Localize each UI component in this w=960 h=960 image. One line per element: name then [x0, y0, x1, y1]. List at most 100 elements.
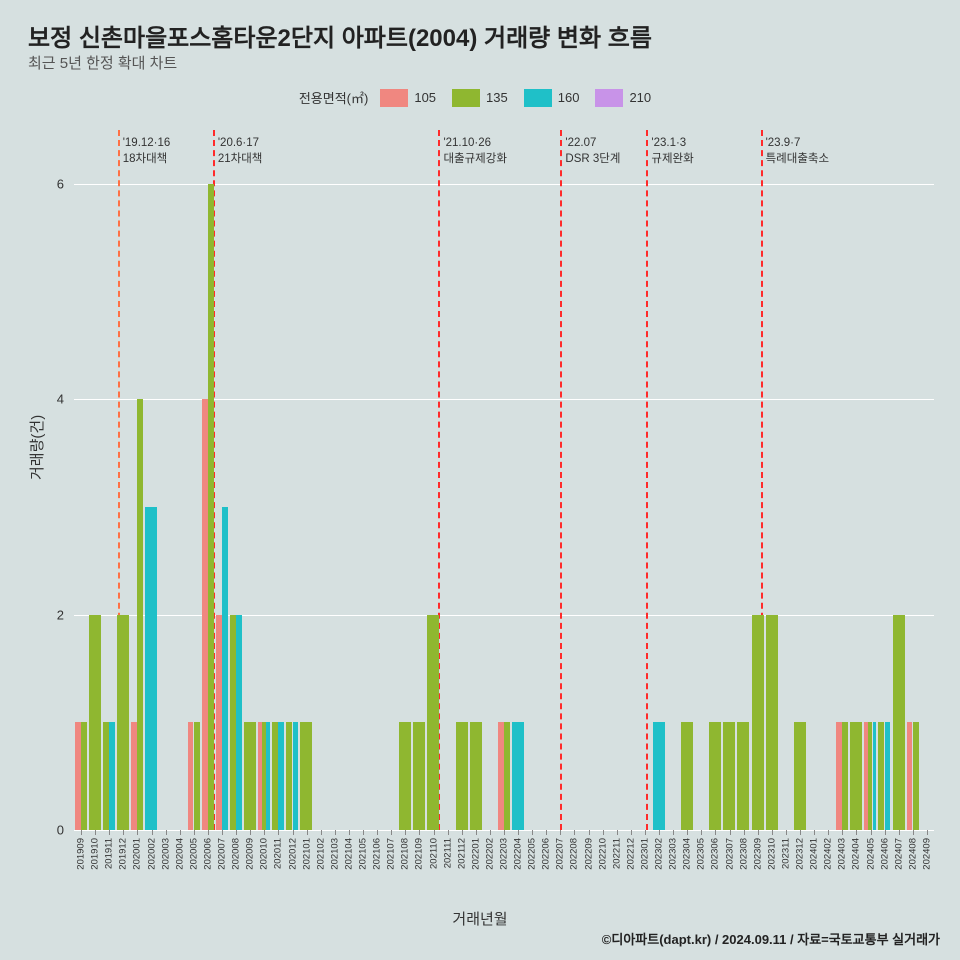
x-tick-mark: [786, 830, 787, 835]
bar: [293, 722, 299, 830]
bar: [208, 184, 214, 830]
x-tick-mark: [462, 830, 463, 835]
x-tick-mark: [828, 830, 829, 835]
x-tick-mark: [574, 830, 575, 835]
legend-swatch: [380, 89, 408, 107]
x-tick-label: 202203: [499, 838, 510, 870]
x-tick-label: 202406: [879, 838, 890, 870]
bar: [216, 615, 222, 830]
event-label: '20.6·1721차대책: [218, 136, 263, 167]
bar: [109, 722, 115, 830]
x-tick-label: 202001: [132, 838, 143, 870]
bar: [188, 722, 194, 830]
x-tick-label: 202009: [245, 838, 256, 870]
bar: [222, 507, 228, 830]
x-tick-mark: [180, 830, 181, 835]
x-tick-label: 201910: [90, 838, 101, 870]
x-tick-mark: [645, 830, 646, 835]
x-tick-label: 202207: [555, 838, 566, 870]
x-tick-mark: [321, 830, 322, 835]
bar: [413, 722, 425, 830]
x-tick-mark: [194, 830, 195, 835]
x-tick-mark: [405, 830, 406, 835]
bar: [709, 722, 721, 830]
x-tick-mark: [603, 830, 604, 835]
bar: [236, 615, 242, 830]
x-tick-mark: [391, 830, 392, 835]
x-tick-mark: [434, 830, 435, 835]
bar: [752, 615, 764, 830]
x-tick-mark: [617, 830, 618, 835]
x-tick-label: 202109: [414, 838, 425, 870]
x-tick-label: 202202: [484, 838, 495, 870]
x-tick-label: 202004: [174, 838, 185, 870]
bar: [427, 615, 439, 830]
chart-subtitle: 최근 5년 한정 확대 차트: [28, 52, 177, 73]
bar: [117, 615, 129, 830]
event-label: '23.9·7특례대출축소: [766, 136, 829, 167]
x-tick-mark: [476, 830, 477, 835]
legend-label: 105: [414, 90, 436, 105]
x-tick-label: 202306: [710, 838, 721, 870]
bar: [266, 722, 270, 830]
x-tick-label: 202007: [217, 838, 228, 870]
x-tick-mark: [546, 830, 547, 835]
legend: 전용면적(㎡) 105135160210: [0, 88, 960, 107]
x-tick-mark: [560, 830, 561, 835]
bar: [836, 722, 842, 830]
x-tick-mark: [278, 830, 279, 835]
event-label: '23.1·3규제완화: [651, 136, 693, 167]
x-tick-label: 202105: [358, 838, 369, 870]
event-label: '21.10·26대출규제강화: [443, 136, 506, 167]
chart-title: 보정 신촌마을포스홈타운2단지 아파트(2004) 거래량 변화 흐름: [28, 18, 652, 53]
bar: [194, 722, 200, 830]
x-tick-mark: [927, 830, 928, 835]
x-tick-mark: [349, 830, 350, 835]
x-tick-label: 202403: [837, 838, 848, 870]
x-tick-mark: [448, 830, 449, 835]
event-line: [560, 130, 562, 830]
bar: [137, 399, 143, 830]
x-tick-mark: [335, 830, 336, 835]
x-tick-mark: [377, 830, 378, 835]
x-tick-mark: [687, 830, 688, 835]
x-tick-mark: [123, 830, 124, 835]
legend-label: 160: [558, 90, 580, 105]
footer-credit: ©디아파트(dapt.kr) / 2024.09.11 / 자료=국토교통부 실…: [602, 929, 940, 948]
y-tick-label: 6: [57, 176, 64, 191]
x-tick-mark: [842, 830, 843, 835]
event-label: '19.12·1618차대책: [123, 136, 171, 167]
x-tick-label: 202311: [780, 838, 791, 869]
x-tick-mark: [236, 830, 237, 835]
plot-area: 0246201909201910201911201912202001202002…: [74, 130, 934, 830]
x-tick-label: 202305: [696, 838, 707, 870]
bar: [885, 722, 891, 830]
bar: [278, 722, 284, 830]
x-tick-mark: [208, 830, 209, 835]
x-tick-mark: [758, 830, 759, 835]
x-tick-label: 202204: [513, 838, 524, 870]
bar: [842, 722, 848, 830]
x-axis-label: 거래년월: [0, 908, 960, 929]
bar: [89, 615, 101, 830]
x-tick-mark: [363, 830, 364, 835]
gridline: [74, 184, 934, 185]
x-tick-label: 201909: [76, 838, 87, 870]
bar: [456, 722, 468, 830]
x-tick-label: 202210: [597, 838, 608, 870]
x-tick-label: 202006: [202, 838, 213, 870]
x-tick-label: 202012: [287, 838, 298, 870]
bar: [300, 722, 312, 830]
x-tick-label: 202404: [851, 838, 862, 870]
x-tick-mark: [589, 830, 590, 835]
x-tick-label: 202110: [428, 838, 439, 869]
bar: [399, 722, 411, 830]
x-tick-mark: [532, 830, 533, 835]
bar: [913, 722, 919, 830]
x-tick-mark: [109, 830, 110, 835]
x-tick-label: 202303: [668, 838, 679, 870]
y-tick-label: 4: [57, 392, 64, 407]
x-tick-label: 202309: [752, 838, 763, 870]
x-tick-label: 202401: [809, 838, 820, 870]
x-tick-label: 202212: [625, 838, 636, 870]
